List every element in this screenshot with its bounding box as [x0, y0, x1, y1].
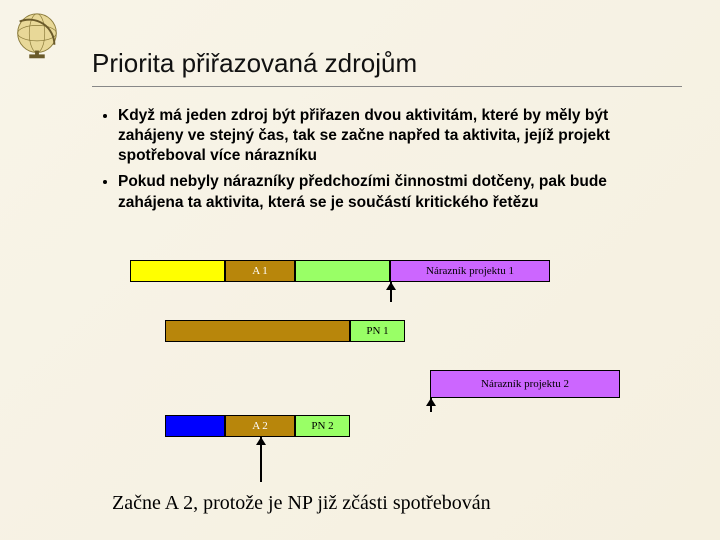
arrowhead — [256, 437, 266, 445]
arrowhead — [386, 282, 396, 290]
bar-segment — [130, 260, 225, 282]
slide-title: Priorita přiřazovaná zdrojům — [92, 48, 417, 79]
bar-segment — [165, 415, 225, 437]
bar-segment — [165, 320, 350, 342]
globe-icon — [8, 8, 66, 66]
bullet-list: Když má jeden zdroj být přiřazen dvou ak… — [100, 106, 670, 219]
footer-text: Začne A 2, protože je NP již zčásti spot… — [112, 492, 491, 515]
bar-segment: PN 1 — [350, 320, 405, 342]
bar-segment: PN 2 — [295, 415, 350, 437]
bar-segment: Nárazník projektu 1 — [390, 260, 550, 282]
bullet-item: Když má jeden zdroj být přiřazen dvou ak… — [118, 106, 670, 166]
bar-segment: A 1 — [225, 260, 295, 282]
bar-segment — [295, 260, 390, 282]
gantt-diagram: A 1 Nárazník projektu 1 PN 1 Nárazník proje… — [110, 260, 640, 480]
title-rule — [92, 86, 682, 87]
bar-segment: Nárazník projektu 2 — [430, 370, 620, 398]
arrowhead — [426, 398, 436, 406]
bar-segment: A 2 — [225, 415, 295, 437]
bullet-item: Pokud nebyly nárazníky předchozími činno… — [118, 172, 670, 212]
